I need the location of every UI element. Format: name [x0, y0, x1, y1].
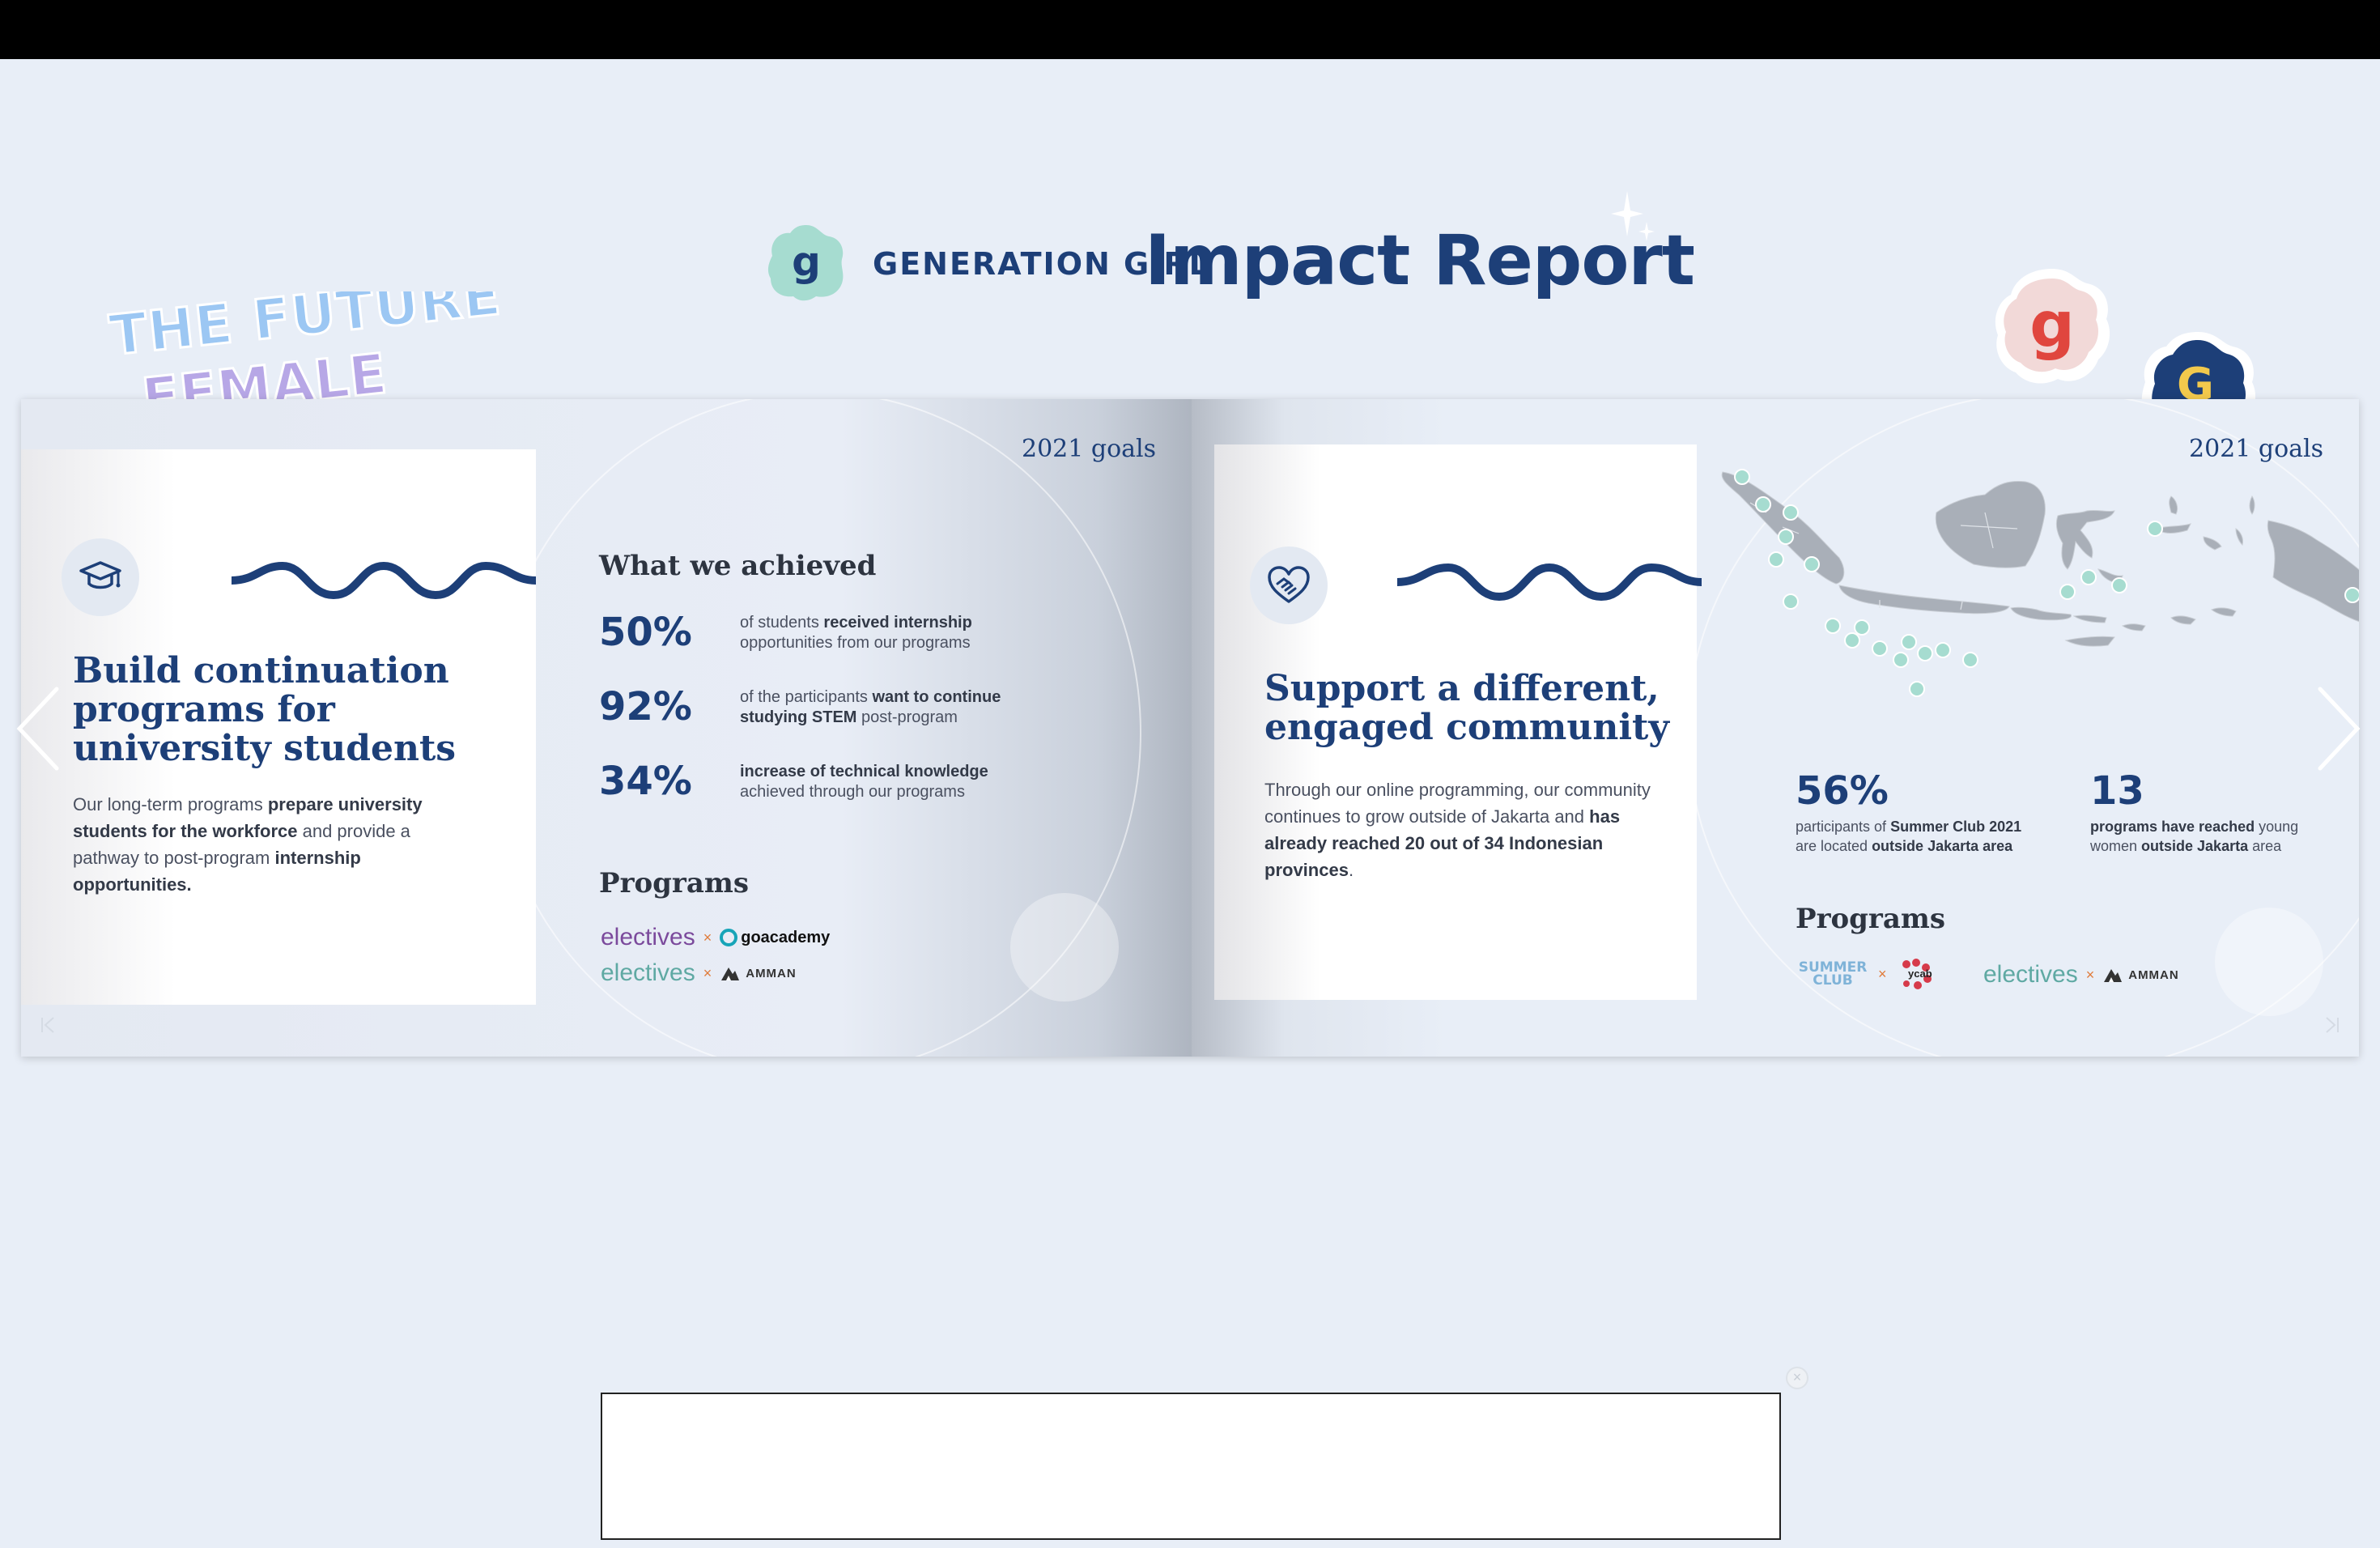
- wave-decoration: [232, 561, 536, 600]
- svg-text:G: G: [2177, 359, 2214, 403]
- stat-description: of the participants want to continue stu…: [740, 688, 1001, 726]
- electives-logo: electives: [601, 959, 695, 986]
- card-body: Our long-term programs prepare universit…: [73, 794, 423, 895]
- wave-decoration: [1397, 563, 1702, 602]
- goals-label: 2021 goals: [1022, 435, 1157, 463]
- icon-badge: [1250, 546, 1328, 624]
- blue-logo-sticker: G: [2141, 332, 2256, 403]
- svg-text:ycab: ycab: [1908, 968, 1932, 980]
- decorative-circle-small: [2215, 908, 2323, 1016]
- goacademy-icon: [720, 929, 738, 946]
- times-mark: ×: [2085, 966, 2095, 983]
- sparkle-icon: [1611, 191, 1655, 241]
- electives-logo: electives: [1983, 961, 2078, 988]
- handshake-heart-icon: [1268, 566, 1310, 603]
- stat-description: increase of technical knowledge achieved…: [740, 763, 988, 801]
- ad-banner[interactable]: [601, 1393, 1781, 1540]
- stat-value: 92%: [599, 684, 692, 729]
- programs-heading: Programs: [1796, 903, 1945, 935]
- times-mark: ×: [1878, 965, 1887, 982]
- ad-close-button[interactable]: ×: [1786, 1367, 1808, 1389]
- icon-badge: [62, 538, 139, 616]
- card-title: Support a different, engaged community: [1264, 668, 1669, 748]
- goals-label: 2021 goals: [2189, 435, 2324, 463]
- ycab-logo-icon: ycab: [1902, 959, 1932, 989]
- amman-mountain-icon: [721, 968, 740, 980]
- last-page-icon[interactable]: [2322, 1014, 2343, 1036]
- card-title: Build continuation programs for universi…: [73, 650, 457, 769]
- program-partner-row: SUMMER CLUB × ycab: [1796, 958, 1934, 990]
- amman-logo: AMMAN: [746, 966, 797, 980]
- stat-value: 34%: [599, 759, 692, 804]
- goal-card: Support a different, engaged community T…: [1214, 444, 1702, 1000]
- stat-value: 56%: [1796, 768, 1889, 814]
- flipbook-spread[interactable]: 2021 goals Build continuation programs f…: [21, 399, 2359, 1057]
- page-title: Impact Report: [1145, 220, 1695, 301]
- left-page: 2021 goals Build continuation programs f…: [21, 399, 1192, 1057]
- generation-girl-logo-icon: g: [767, 225, 844, 301]
- achieved-heading: What we achieved: [599, 550, 877, 582]
- program-partner-row: electives × goacademy: [601, 924, 830, 951]
- previous-page-arrow-icon[interactable]: [13, 684, 62, 773]
- decorative-circle-small: [1010, 893, 1119, 1002]
- times-mark: ×: [703, 964, 712, 981]
- first-page-icon[interactable]: [37, 1014, 58, 1036]
- browser-top-bar: [0, 0, 2380, 59]
- electives-logo: electives: [601, 924, 695, 950]
- svg-text:g: g: [792, 238, 821, 285]
- graduation-cap-icon: [79, 561, 121, 589]
- stat-value: 50%: [599, 610, 692, 655]
- program-partner-row: electives × AMMAN: [601, 959, 797, 987]
- stat-description: participants of Summer Club 2021 are loc…: [1796, 819, 2022, 854]
- next-page-arrow-icon[interactable]: [2315, 684, 2364, 773]
- summer-club-logo: SUMMER CLUB: [1798, 959, 1868, 989]
- times-mark: ×: [703, 929, 712, 946]
- goal-card: Build continuation programs for universi…: [21, 449, 536, 1005]
- amman-mountain-icon: [2104, 969, 2123, 982]
- svg-text:g: g: [2029, 289, 2075, 362]
- right-page: 2021 goals Support a different, engaged …: [1192, 399, 2359, 1057]
- stat-description: of students received internship opportun…: [740, 614, 972, 652]
- indonesia-map: [1721, 469, 2359, 697]
- programs-heading: Programs: [599, 867, 749, 899]
- amman-logo: AMMAN: [2128, 968, 2179, 982]
- brand-name: GENERATION GIRL: [873, 246, 1210, 282]
- red-logo-sticker: g: [1995, 269, 2110, 384]
- stat-description: programs have reached young women outsid…: [2090, 819, 2299, 854]
- card-body: Through our online programming, our comm…: [1264, 780, 1651, 880]
- stat-value: 13: [2090, 768, 2144, 814]
- program-partner-row: electives × AMMAN: [1983, 961, 2179, 989]
- future-female-sticker: THE FUTURE FEMALE: [105, 291, 510, 403]
- goacademy-logo: goacademy: [741, 928, 831, 946]
